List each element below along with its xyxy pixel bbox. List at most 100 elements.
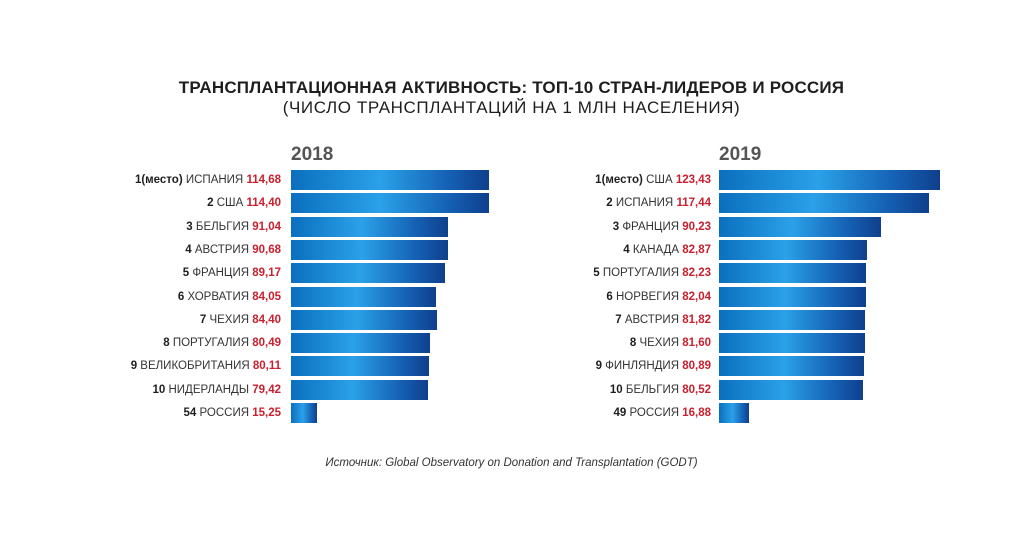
country-label: АВСТРИЯ [624,313,680,326]
value-label: 90,68 [252,243,281,256]
bar [719,356,864,377]
rank-label: 4 [623,243,630,256]
rank-label: 1(место) [134,174,183,186]
country-label: ФИНЛЯНДИЯ [605,360,680,373]
rank-label: 4 [185,243,192,256]
country-label: НИДЕРЛАНДЫ [168,383,250,396]
value-label: 82,87 [682,243,711,256]
value-label: 82,04 [682,290,711,303]
bar [719,239,868,260]
bar [719,286,866,307]
value-label: 81,60 [682,337,711,350]
bar-label: 5 ПОРТУГАЛИЯ 82,23 [593,263,711,283]
country-label: ЧЕХИЯ [639,337,680,350]
chart-title: ТРАНСПЛАНТАЦИОННАЯ АКТИВНОСТЬ: ТОП-10 СТ… [178,78,845,97]
country-label: США [646,174,673,186]
bar-label: 49 РОССИЯ 16,88 [613,403,711,423]
country-label: ВЕЛИКОБРИТАНИЯ [140,360,250,373]
bar-label: 6 ХОРВАТИЯ 84,05 [178,287,281,307]
country-label: КАНАДА [632,243,680,256]
bar [719,379,864,400]
value-label: 123,43 [675,174,711,186]
bar-label: 10 НИДЕРЛАНДЫ 79,42 [152,380,281,400]
value-label: 84,40 [252,313,281,326]
bar-label: 4 АВСТРИЯ 90,68 [185,240,281,260]
bar-label: 9 ФИНЛЯНДИЯ 80,89 [596,356,711,376]
value-label: 84,05 [252,290,281,303]
bar-label: 2 ИСПАНИЯ 117,44 [606,193,711,213]
bar-label: 4 КАНАДА 82,87 [623,240,711,260]
bar [719,193,930,214]
bar [291,263,445,284]
country-label: ПОРТУГАЛИЯ [602,267,680,280]
bar-label: 2 США 114,40 [207,193,281,213]
rank-label: 2 [207,197,214,210]
value-label: 114,68 [246,174,281,186]
rank-label: 54 [183,407,197,419]
rank-label: 3 [186,220,193,233]
country-label: РОССИЯ [199,407,250,419]
source-note: Источник: Global Observatory on Donation… [325,457,698,469]
value-label: 80,89 [682,360,711,373]
bar [291,286,437,307]
rank-label: 7 [199,313,207,326]
rank-label: 8 [629,337,637,350]
bar [291,193,489,214]
country-label: ФРАНЦИЯ [192,267,250,280]
value-label: 16,88 [682,407,711,419]
bar [719,170,940,190]
bar [719,309,866,330]
bar-label: 10 БЕЛЬГИЯ 80,52 [610,380,711,400]
bar-label: 9 ВЕЛИКОБРИТАНИЯ 80,11 [131,356,281,376]
country-label: США [216,197,244,210]
rank-label: 9 [595,360,602,373]
bar-label: 54 РОССИЯ 15,25 [183,403,281,423]
rank-label: 10 [609,383,623,396]
bar-label: 5 ФРАНЦИЯ 89,17 [183,263,281,283]
bar-label: 6 НОРВЕГИЯ 82,04 [606,287,711,307]
rank-label: 9 [130,360,138,373]
bar [291,239,448,260]
bar [291,170,489,190]
bar [291,403,318,423]
value-label: 80,49 [252,337,281,350]
country-label: ХОРВАТИЯ [187,290,250,303]
value-label: 89,17 [252,267,281,280]
value-label: 82,23 [682,267,711,280]
bar-label: 1(место) США 123,43 [595,170,711,190]
country-label: АВСТРИЯ [194,243,250,256]
year-heading: 2018 [291,144,334,165]
rank-label: 5 [182,267,190,280]
value-label: 80,52 [682,383,711,396]
value-label: 91,04 [252,220,281,233]
rank-label: 2 [606,197,613,210]
bar [291,356,430,377]
rank-label: 6 [606,290,613,303]
bar-label: 3 ФРАНЦИЯ 90,23 [613,217,711,237]
value-label: 117,44 [676,197,711,210]
value-label: 15,25 [252,407,281,419]
country-label: НОРВЕГИЯ [615,290,680,303]
rank-label: 3 [612,220,620,233]
bar [291,216,449,237]
country-label: ИСПАНИЯ [185,174,244,186]
chart-subtitle: (ЧИСЛО ТРАНСПЛАНТАЦИЙ НА 1 МЛН НАСЕЛЕНИЯ… [282,98,741,117]
bar [291,333,430,354]
country-label: ПОРТУГАЛИЯ [172,337,250,350]
rank-label: 8 [163,337,170,350]
country-label: БЕЛЬГИЯ [195,220,250,233]
country-label: ЧЕХИЯ [209,313,250,326]
rank-label: 5 [593,267,600,280]
bar-label: 3 БЕЛЬГИЯ 91,04 [186,217,281,237]
bar-label: 7 ЧЕХИЯ 84,40 [200,310,281,330]
rank-label: 10 [152,383,166,396]
bar [719,263,867,284]
bar-label: 7 АВСТРИЯ 81,82 [615,310,711,330]
rank-label: 6 [177,290,185,303]
year-heading: 2019 [719,144,762,165]
bar [291,379,429,400]
bar-label: 8 ЧЕХИЯ 81,60 [630,333,711,353]
bar [719,333,866,354]
rank-label: 7 [615,313,622,326]
rank-label: 1(место) [595,174,643,186]
